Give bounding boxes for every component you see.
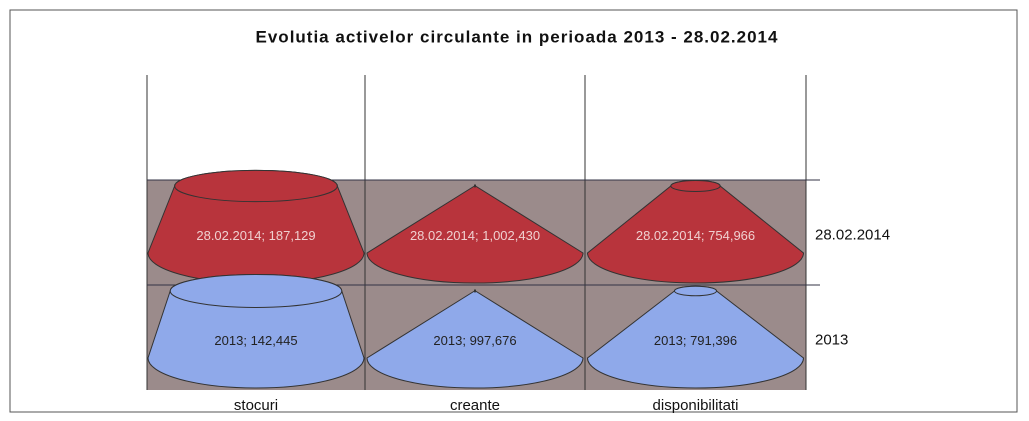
legend-label: 28.02.2014 bbox=[815, 226, 890, 243]
legend-label: 2013 bbox=[815, 331, 848, 348]
cone bbox=[147, 274, 365, 389]
x-tick-label: disponibilitati bbox=[653, 397, 739, 414]
cone-top bbox=[169, 274, 343, 308]
data-label: 28.02.2014; 1,002,430 bbox=[410, 228, 540, 243]
cone bbox=[147, 169, 365, 284]
cone-top bbox=[474, 289, 476, 293]
data-label: 28.02.2014; 187,129 bbox=[196, 228, 315, 243]
cone-top bbox=[174, 169, 338, 203]
data-label: 2013; 142,445 bbox=[214, 333, 297, 348]
cone bbox=[366, 289, 584, 389]
x-tick-label: stocuri bbox=[234, 397, 278, 414]
cone bbox=[586, 180, 805, 284]
chart-title: Evolutia activelor circulante in perioad… bbox=[256, 27, 779, 46]
cone bbox=[586, 285, 805, 389]
cone-body bbox=[366, 184, 584, 284]
cone-top bbox=[673, 285, 718, 297]
data-label: 2013; 791,396 bbox=[654, 333, 737, 348]
cone-top bbox=[670, 180, 721, 192]
data-label: 28.02.2014; 754,966 bbox=[636, 228, 755, 243]
x-tick-label: creante bbox=[450, 397, 500, 414]
cone-body bbox=[366, 289, 584, 389]
cone-top bbox=[474, 184, 476, 188]
data-label: 2013; 997,676 bbox=[433, 333, 516, 348]
cone bbox=[366, 184, 584, 284]
